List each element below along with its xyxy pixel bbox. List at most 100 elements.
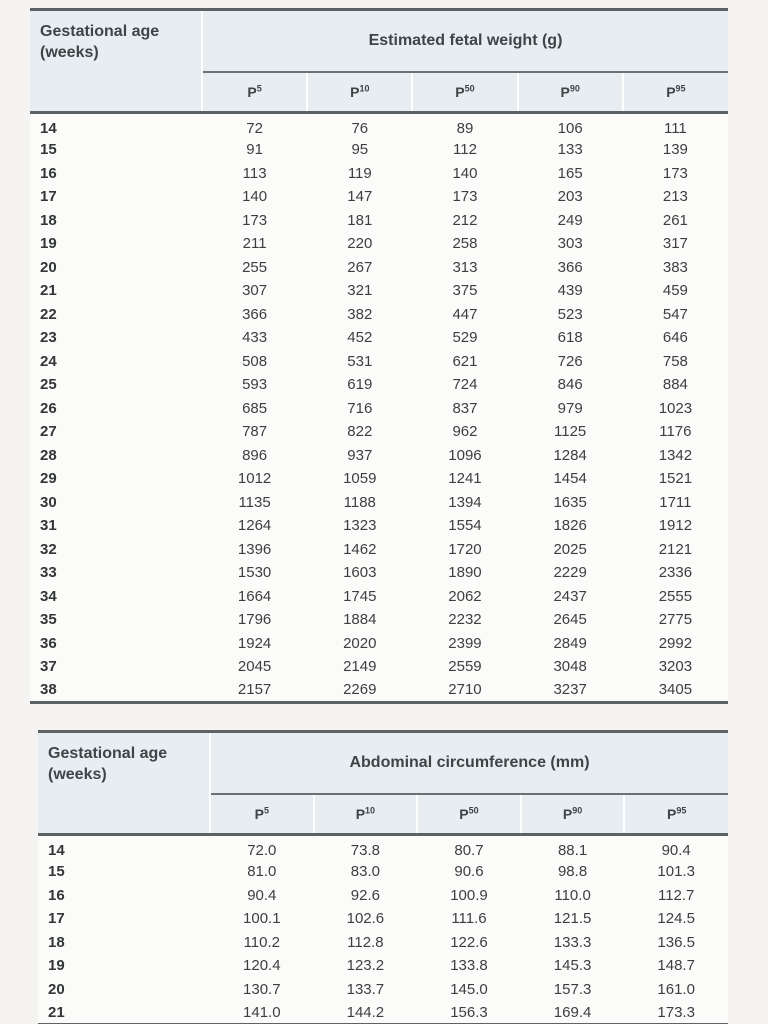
week-cell: 15 [48,863,65,881]
row-header-line2: (weeks) [40,44,99,61]
value-cell: 173 [662,164,688,182]
week-cell: 18 [48,933,65,951]
value-cell: 2399 [448,634,482,652]
abdominal-circumference-table-header: Gestational age (weeks) Abdominal circum… [38,731,728,835]
week-cell: 16 [40,164,57,182]
value-cell: 112.8 [347,933,384,951]
value-cell: 2232 [448,611,482,629]
value-cell: 2157 [237,681,272,698]
table-row: 27 787 822 962 1125 1176 [30,420,728,444]
value-cell: 123.2 [346,957,385,975]
table-row: 37 2045 2149 2559 3048 3203 [30,655,728,679]
value-cell: 213 [662,188,688,206]
value-cell: 1635 [553,493,587,511]
table-row: 14 72.0 73.8 80.7 88.1 90.4 [38,835,728,861]
value-cell: 106 [557,120,583,137]
value-cell: 2025 [553,540,587,558]
table-row: 20 255 267 313 366 383 [30,256,728,280]
value-cell: 100.1 [243,910,281,928]
value-cell: 1890 [448,564,482,582]
value-cell: 313 [452,258,478,276]
table-row: 14 72 76 89 106 111 [30,113,728,139]
value-cell: 724 [452,376,478,394]
value-cell: 2437 [553,587,587,605]
value-cell: 122.6 [450,933,488,951]
table-row: 33 1530 1603 1890 2229 2336 [30,561,728,585]
value-cell: 1342 [658,446,693,464]
week-cell: 34 [40,587,57,605]
value-cell: 2045 [237,658,272,676]
value-cell: 884 [662,376,688,394]
value-cell: 72 [246,120,263,137]
table-row: 19 120.4 123.2 133.8 145.3 148.7 [38,954,728,978]
abdominal-circumference-table-body: 14 72.0 73.8 80.7 88.1 90.4 15 81.0 83.0 90.6 98.8… [38,834,728,1024]
value-cell: 145.3 [553,957,592,975]
table-row: 30 1135 1188 1394 1635 1711 [30,491,728,515]
value-cell: 119 [347,164,372,182]
value-cell: 133 [557,141,583,159]
value-cell: 508 [242,352,268,370]
value-cell: 1924 [237,634,272,652]
column-header-p50: P50 [416,793,521,835]
week-cell: 30 [40,493,57,511]
value-cell: 120.4 [243,957,281,975]
value-cell: 2062 [448,587,482,605]
value-cell: 2121 [658,540,693,558]
abdominal-circumference-data-table: Gestational age (weeks) Abdominal circum… [38,730,728,1024]
row-header-line1: Gestational age [48,745,168,762]
value-cell: 1912 [658,517,693,535]
value-cell: 124.5 [657,910,695,928]
value-cell: 72.0 [247,842,277,859]
column-header-p5: P5 [200,71,308,113]
value-cell: 1241 [448,470,482,488]
week-cell: 23 [40,329,57,347]
value-cell: 1323 [343,517,377,535]
week-cell: 24 [40,352,57,370]
value-cell: 90.6 [454,863,484,881]
table-row: 21 307 321 375 439 459 [30,279,728,303]
value-cell: 89 [456,120,474,137]
week-cell: 38 [40,681,57,698]
week-cell: 20 [48,980,65,998]
value-cell: 303 [557,235,583,253]
group-header-abdominal-circumference: Abdominal circumference (mm) [209,731,728,794]
value-cell: 157.3 [553,980,592,998]
week-cell: 35 [40,611,57,629]
value-cell: 3203 [658,658,693,676]
row-header-line1: Gestational age [40,23,160,40]
abdominal-circumference-table: Gestational age (weeks) Abdominal circum… [38,730,728,1024]
value-cell: 102.6 [346,910,385,928]
week-cell: 32 [40,540,57,558]
week-cell: 14 [48,842,65,859]
value-cell: 321 [347,282,373,300]
table-row: 15 91 95 112 133 139 [30,138,728,162]
value-cell: 88.1 [557,842,588,859]
row-header-gestational-age: Gestational age (weeks) [30,9,202,113]
week-cell: 19 [48,957,65,975]
column-header-p10: P10 [306,71,413,113]
value-cell: 452 [347,329,373,347]
value-cell: 147 [347,188,373,206]
table-row: 21 141.0 144.2 156.3 169.4 173.3 [38,1001,728,1024]
value-cell: 307 [242,282,268,300]
value-cell: 2229 [553,564,587,582]
group-header-fetal-weight: Estimated fetal weight (g) [201,9,728,72]
week-cell: 37 [40,658,57,676]
value-cell: 433 [242,329,268,347]
column-header-p95: P95 [623,793,728,835]
value-cell: 1454 [553,470,587,488]
value-cell: 145.0 [450,980,488,998]
value-cell: 144.2 [346,1003,385,1021]
value-cell: 1396 [237,540,272,558]
value-cell: 547 [662,305,688,323]
table-row: 20 130.7 133.7 145.0 157.3 161.0 [38,978,728,1002]
value-cell: 111 [663,120,687,137]
value-cell: 83.0 [350,863,380,881]
value-cell: 523 [557,305,583,323]
value-cell: 787 [242,423,268,441]
value-cell: 2020 [343,634,377,652]
week-cell: 22 [40,305,57,323]
table-row: 15 81.0 83.0 90.6 98.8 101.3 [38,860,728,884]
table-row: 34 1664 1745 2062 2437 2555 [30,585,728,609]
value-cell: 91 [246,141,263,159]
